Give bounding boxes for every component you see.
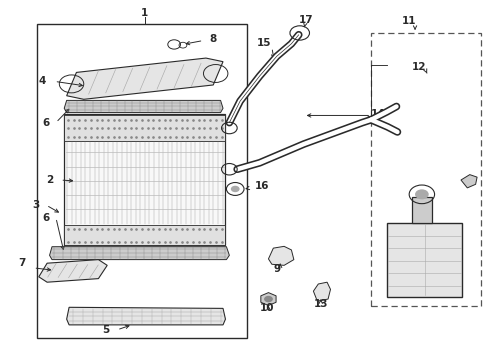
Text: 11: 11	[402, 17, 416, 27]
Bar	[64, 114, 225, 244]
Text: 3: 3	[32, 200, 40, 210]
Text: 17: 17	[299, 15, 314, 25]
Text: 6: 6	[42, 118, 49, 128]
Polygon shape	[49, 247, 229, 260]
Circle shape	[264, 296, 273, 302]
Polygon shape	[64, 100, 223, 113]
Bar	[412, 197, 432, 223]
Text: 10: 10	[260, 303, 274, 314]
Text: 5: 5	[102, 325, 109, 335]
Text: 8: 8	[210, 34, 217, 44]
Text: 12: 12	[412, 62, 426, 72]
Text: 4: 4	[39, 76, 46, 86]
Text: 14: 14	[370, 109, 385, 119]
Text: 2: 2	[46, 175, 53, 185]
Polygon shape	[67, 58, 223, 99]
Text: 7: 7	[19, 258, 26, 268]
Bar	[64, 115, 225, 140]
Text: 13: 13	[314, 299, 328, 309]
Polygon shape	[39, 260, 107, 282]
Bar	[64, 225, 225, 244]
Circle shape	[231, 186, 240, 192]
Bar	[371, 33, 481, 306]
Polygon shape	[67, 307, 225, 325]
Polygon shape	[461, 175, 477, 188]
Text: 16: 16	[254, 181, 269, 192]
Circle shape	[415, 189, 429, 199]
Text: 15: 15	[257, 38, 272, 48]
Bar	[387, 223, 463, 297]
Text: 6: 6	[42, 213, 49, 222]
Polygon shape	[269, 246, 294, 265]
Polygon shape	[314, 282, 331, 301]
Text: 9: 9	[273, 264, 280, 274]
Text: 1: 1	[141, 8, 148, 18]
Polygon shape	[261, 293, 276, 306]
Bar	[37, 24, 247, 338]
